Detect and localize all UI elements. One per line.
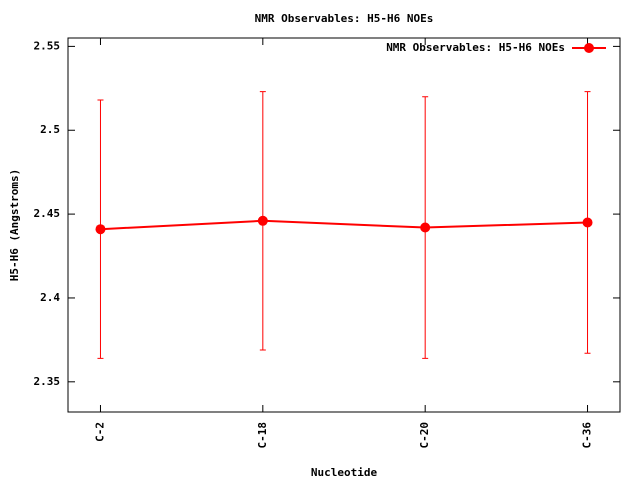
chart-title: NMR Observables: H5-H6 NOEs (255, 12, 434, 25)
plot-frame (67, 37, 621, 413)
y-tick-label: 2.45 (34, 207, 61, 220)
x-tick-label: C-2 (93, 422, 106, 442)
x-axis-label: Nucleotide (311, 466, 378, 479)
y-tick-label: 2.5 (40, 123, 60, 136)
y-axis-label: H5-H6 (Angstroms) (8, 169, 21, 282)
series-line (100, 219, 588, 231)
x-tick-label: C-20 (418, 422, 431, 449)
y-tick-label: 2.35 (34, 375, 61, 388)
y-tick-label: 2.55 (34, 39, 61, 52)
legend-label: NMR Observables: H5-H6 NOEs (386, 41, 565, 54)
x-tick-label: C-36 (581, 422, 594, 449)
point (420, 222, 431, 233)
x-tick-label: C-18 (256, 422, 269, 449)
point (582, 217, 593, 228)
legend-marker (584, 43, 594, 53)
point (257, 215, 268, 226)
point (95, 224, 106, 235)
y-tick-label: 2.4 (40, 291, 60, 304)
